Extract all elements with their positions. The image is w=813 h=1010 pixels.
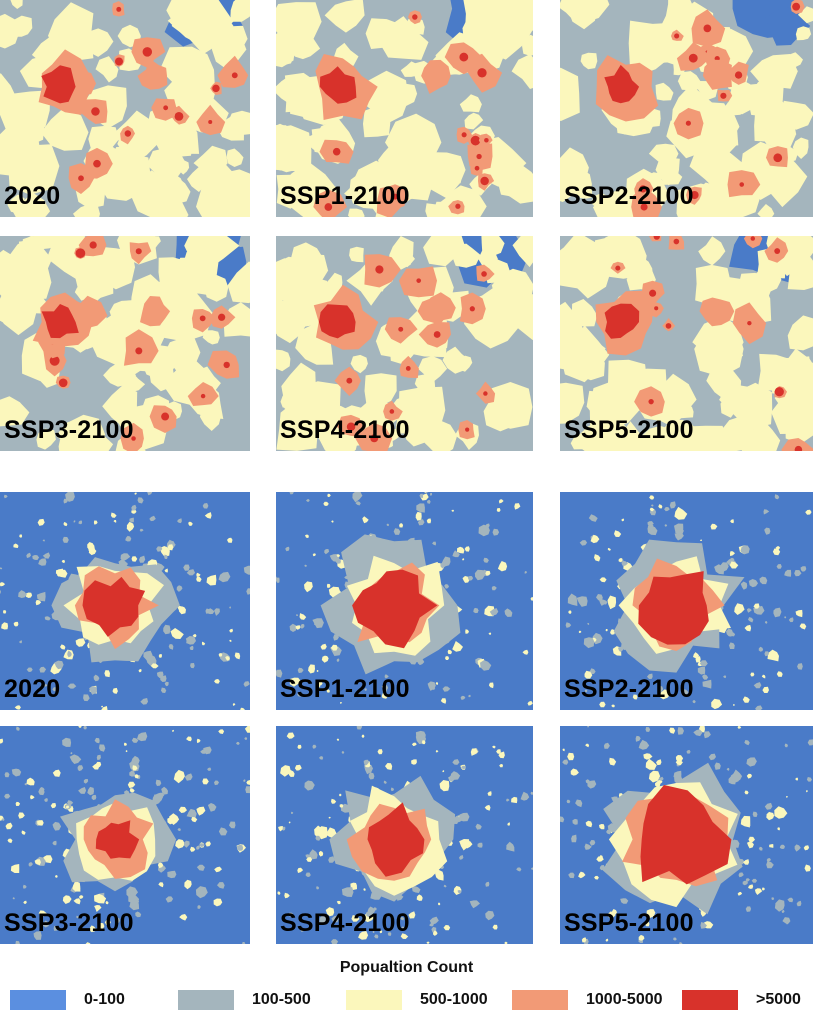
- map-tile-a-ssp2: SSP2-2100: [560, 0, 813, 217]
- map-texture: [0, 726, 250, 944]
- map-tile-b-ssp4: SSP4-2100: [276, 726, 533, 944]
- map-tile-b-ssp2: SSP2-2100: [560, 492, 813, 710]
- tile-label: SSP5-2100: [564, 416, 694, 444]
- legend-label: 0-100: [84, 991, 125, 1008]
- map-tile-b-ssp1: SSP1-2100: [276, 492, 533, 710]
- tile-label: SSP4-2100: [280, 909, 410, 937]
- tile-label: SSP5-2100: [564, 909, 694, 937]
- map-texture: [0, 492, 250, 710]
- legend-label: >5000: [756, 991, 801, 1008]
- legend-item-100-500: 100-500: [178, 990, 311, 1010]
- map-tile-a-ssp5: SSP5-2100: [560, 236, 813, 451]
- legend-item-1000-5000: 1000-5000: [512, 990, 663, 1010]
- tile-label: SSP2-2100: [564, 675, 694, 703]
- legend-swatch: [682, 990, 738, 1010]
- legend-swatch: [10, 990, 66, 1010]
- legend-title: Popualtion Count: [339, 959, 474, 976]
- map-texture: [276, 236, 533, 451]
- legend-label: 1000-5000: [586, 991, 663, 1008]
- tile-label: SSP1-2100: [280, 182, 410, 210]
- tile-label: 2020: [4, 675, 61, 703]
- tile-label: 2020: [4, 182, 61, 210]
- legend-swatch: [346, 990, 402, 1010]
- legend-label: 500-1000: [420, 991, 488, 1008]
- tile-label: SSP3-2100: [4, 909, 134, 937]
- legend-swatch: [178, 990, 234, 1010]
- map-tile-a-ssp1: SSP1-2100: [276, 0, 533, 217]
- legend-item-0-100: 0-100: [10, 990, 125, 1010]
- map-tile-b-ssp3: SSP3-2100: [0, 726, 250, 944]
- tile-label: SSP3-2100: [4, 416, 134, 444]
- map-tile-a-ssp4: SSP4-2100: [276, 236, 533, 451]
- map-texture: [560, 726, 813, 944]
- tile-label: SSP1-2100: [280, 675, 410, 703]
- map-texture: [0, 236, 250, 451]
- map-tile-b-2020: 2020: [0, 492, 250, 710]
- map-texture: [0, 0, 250, 217]
- map-texture: [560, 492, 813, 710]
- map-tile-b-ssp5: SSP5-2100: [560, 726, 813, 944]
- legend-swatch: [512, 990, 568, 1010]
- tile-label: SSP2-2100: [564, 182, 694, 210]
- legend-item-over-5000: >5000: [682, 990, 801, 1010]
- legend-label: 100-500: [252, 991, 311, 1008]
- map-texture: [276, 492, 533, 710]
- tile-label: SSP4-2100: [280, 416, 410, 444]
- map-texture: [560, 0, 813, 217]
- map-tile-a-2020: 2020: [0, 0, 250, 217]
- map-texture: [560, 236, 813, 451]
- legend-item-500-1000: 500-1000: [346, 990, 488, 1010]
- map-tile-a-ssp3: SSP3-2100: [0, 236, 250, 451]
- map-texture: [276, 0, 533, 217]
- map-texture: [276, 726, 533, 944]
